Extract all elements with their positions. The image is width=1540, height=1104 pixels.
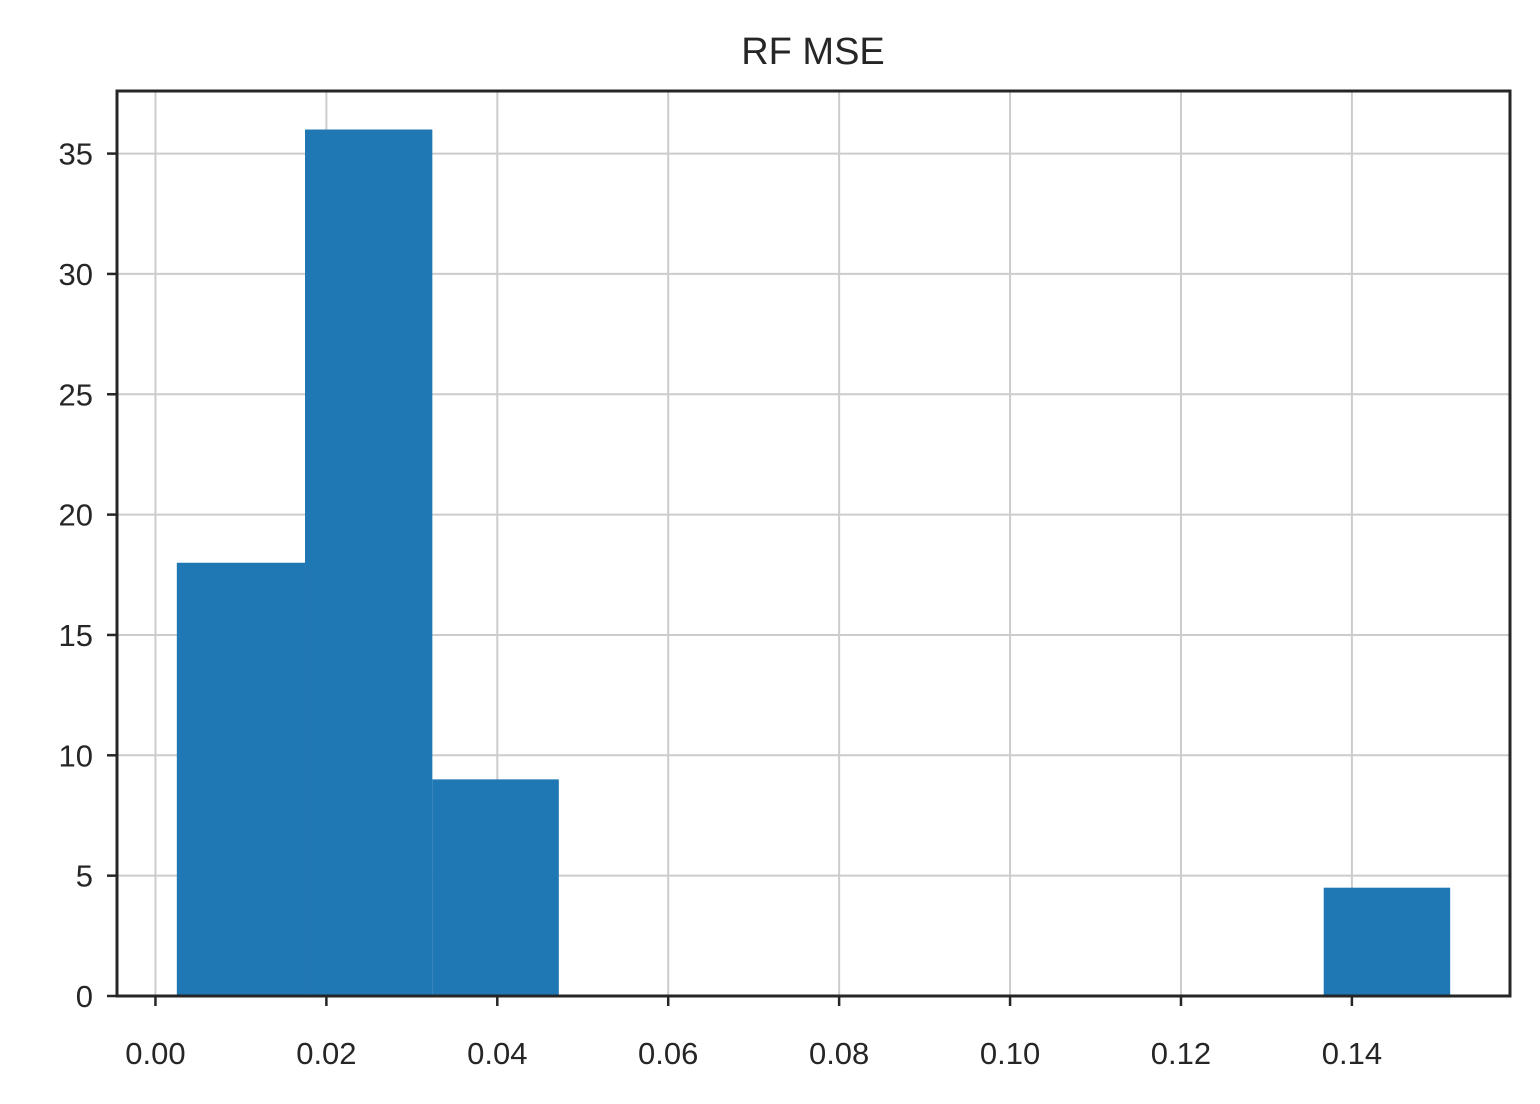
plot-frame	[115, 89, 1512, 998]
x-tick-label: 0.08	[809, 1036, 869, 1071]
x-tick-label: 0.14	[1322, 1036, 1382, 1071]
y-tick-label: 35	[59, 137, 93, 172]
y-tick-label: 10	[59, 738, 93, 773]
chart-title: RF MSE	[741, 31, 885, 73]
y-tick-label: 25	[59, 377, 93, 412]
y-tick-label: 30	[59, 257, 93, 292]
y-tick-label: 0	[76, 979, 93, 1014]
histogram-bar	[1323, 887, 1451, 996]
y-axis: 0 5 10 15 20 25 30 35	[59, 137, 117, 1014]
y-tick-label: 5	[76, 859, 93, 894]
x-tick-label: 0.10	[980, 1036, 1040, 1071]
x-axis: 0.00 0.02 0.04 0.06 0.08 0.10 0.12 0.14	[125, 996, 1382, 1071]
x-tick-label: 0.00	[125, 1036, 185, 1071]
bars	[176, 129, 1451, 997]
histogram-bar	[176, 562, 306, 996]
x-tick-label: 0.02	[296, 1036, 356, 1071]
histogram-bar	[305, 129, 433, 997]
histogram-bar	[432, 779, 559, 996]
x-tick-label: 0.04	[467, 1036, 527, 1071]
x-tick-label: 0.12	[1151, 1036, 1211, 1071]
x-tick-label: 0.06	[638, 1036, 698, 1071]
y-tick-label: 15	[59, 618, 93, 653]
y-tick-label: 20	[59, 498, 93, 533]
